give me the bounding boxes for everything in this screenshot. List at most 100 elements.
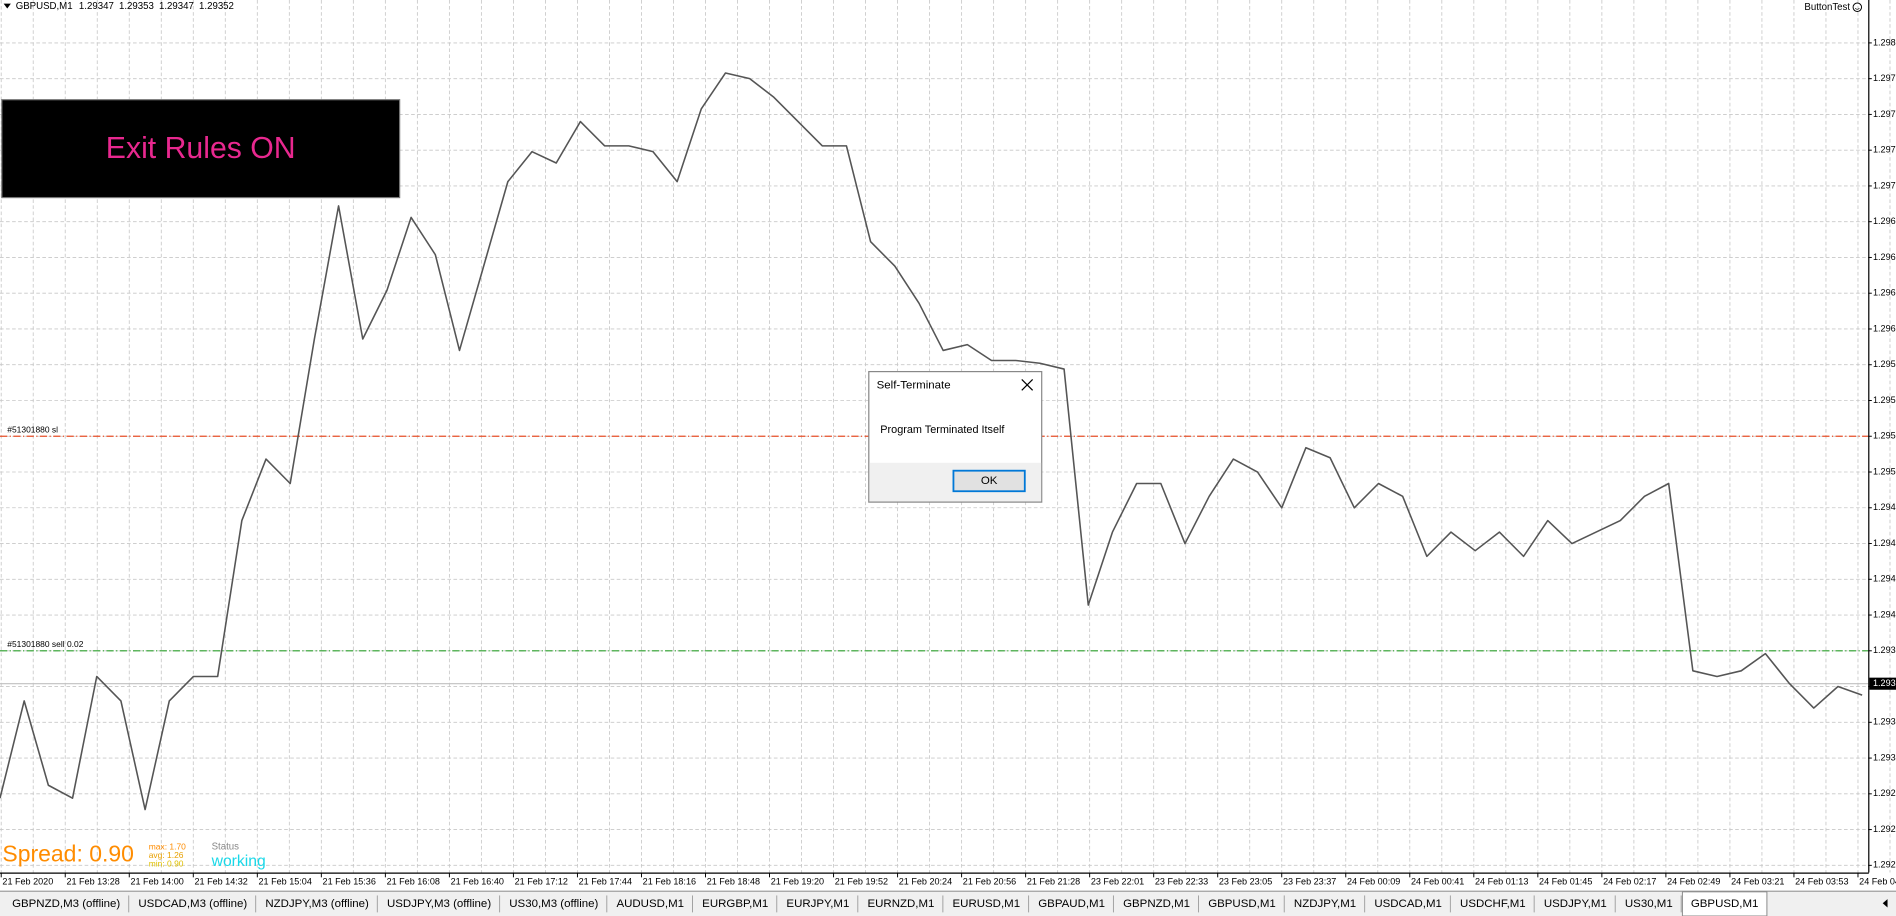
tab-scroll-arrow[interactable]	[1882, 899, 1888, 908]
tab-background[interactable]	[500, 893, 607, 915]
y-tick-label: 1.294	[1873, 502, 1896, 512]
y-tick-label: 1.293	[1873, 645, 1896, 655]
tab[interactable]: AUDUSD,M1	[608, 893, 694, 915]
tab-label[interactable]: USDJPY,M1	[1544, 898, 1607, 910]
y-tick-label: 1.295	[1873, 466, 1896, 476]
tab[interactable]: GBPNZD,M3 (offline)	[3, 893, 130, 915]
tab-background[interactable]	[1681, 891, 1768, 916]
x-tick-label: 24 Feb 01:45	[1539, 877, 1592, 887]
tab-background[interactable]	[693, 893, 777, 915]
tab-label[interactable]: EURGBP,M1	[702, 898, 768, 910]
tab-background[interactable]	[3, 893, 129, 915]
spread-avg: avg: 1.26	[149, 850, 184, 860]
y-tick-label: 1.295	[1873, 359, 1896, 369]
tab[interactable]: US30,M3 (offline)	[500, 893, 608, 915]
tab-label[interactable]: USDJPY,M3 (offline)	[387, 898, 491, 910]
tab[interactable]: EURJPY,M1	[777, 893, 859, 915]
ok-button[interactable]	[952, 469, 1026, 493]
tab-background[interactable]	[1285, 893, 1365, 915]
x-tick-label: 21 Feb 19:20	[771, 877, 824, 887]
tab-label[interactable]: USDCAD,M3 (offline)	[138, 898, 247, 910]
x-tick-label: 21 Feb 15:04	[259, 877, 312, 887]
tab[interactable]: US30,M1	[1616, 893, 1682, 915]
tab[interactable]: NZDJPY,M1	[1285, 893, 1366, 915]
menu-arrow[interactable]	[3, 3, 11, 9]
spread-label: Spread: 0.90	[2, 841, 133, 867]
y-tick-label: 1.298	[1873, 37, 1896, 47]
tab[interactable]: EURGBP,M1	[693, 893, 778, 915]
plot: #51301880 sl #51301880 sell 0.02	[0, 72, 1869, 811]
tab-background[interactable]	[256, 893, 378, 915]
tab-label[interactable]: GBPUSD,M1	[1691, 898, 1759, 910]
tab-background[interactable]	[859, 893, 943, 915]
ok-button-label[interactable]: OK	[981, 475, 998, 487]
symbol: GBPUSD,M1	[16, 1, 73, 12]
x-tick-label: 24 Feb 04	[1859, 877, 1896, 887]
open: 1.29347	[79, 1, 114, 12]
tab[interactable]: USDJPY,M1	[1535, 893, 1616, 915]
x-tick-label: 21 Feb 19:52	[835, 877, 888, 887]
tab-label[interactable]: US30,M3 (offline)	[509, 898, 598, 910]
x-tick-label: 21 Feb 13:28	[66, 877, 119, 887]
spread-max: max: 1.70	[149, 841, 186, 851]
tab-background[interactable]	[1616, 893, 1682, 915]
y-tick-label: 1.297	[1873, 180, 1896, 190]
tab-label[interactable]: GBPNZD,M1	[1123, 898, 1190, 910]
price-line	[0, 72, 1863, 811]
x-tick-label: 21 Feb 18:16	[643, 877, 696, 887]
exit-rules-button[interactable]: Exit Rules ON	[1, 99, 401, 199]
tab-background[interactable]	[608, 893, 693, 915]
tab-label[interactable]: EURNZD,M1	[867, 898, 934, 910]
x-tick-label: 24 Feb 03:53	[1795, 877, 1848, 887]
y-tick-label: 1.292	[1873, 824, 1896, 834]
tab-label[interactable]: GBPNZD,M3 (offline)	[12, 898, 120, 910]
tab-label[interactable]: EURUSD,M1	[953, 898, 1021, 910]
tab-label[interactable]: GBPUSD,M1	[1208, 898, 1276, 910]
tab-background[interactable]	[777, 893, 858, 915]
tab[interactable]: EURUSD,M1	[944, 893, 1030, 915]
tab-background[interactable]	[1535, 893, 1616, 915]
tab[interactable]: NZDJPY,M3 (offline)	[256, 893, 378, 915]
dialog-close[interactable]	[1021, 379, 1034, 391]
bid-label: 1.293	[1873, 678, 1896, 688]
tab-label[interactable]: AUDUSD,M1	[616, 898, 684, 910]
x-tick-label: 24 Feb 02:49	[1667, 877, 1720, 887]
x-tick-label: 21 Feb 16:08	[387, 877, 440, 887]
tab[interactable]: GBPNZD,M1	[1114, 893, 1200, 915]
bid-box	[1869, 677, 1896, 690]
tab[interactable]: USDCHF,M1	[1451, 893, 1535, 915]
tab-background[interactable]	[1114, 893, 1199, 915]
tab-label[interactable]: USDCAD,M1	[1374, 898, 1442, 910]
tab-label[interactable]: USDCHF,M1	[1460, 898, 1526, 910]
tab[interactable]: USDCAD,M1	[1365, 893, 1451, 915]
tab[interactable]: USDJPY,M3 (offline)	[378, 893, 501, 915]
close: 1.29352	[199, 1, 234, 12]
low: 1.29347	[159, 1, 194, 12]
tab[interactable]: GBPUSD,M1	[1199, 893, 1285, 915]
dialog-title: Self-Terminate	[877, 380, 951, 392]
tab-background[interactable]	[1365, 893, 1451, 915]
tab-background[interactable]	[1029, 893, 1114, 915]
axes: 1.298 1.297 1.297 1.297 1.297 1.296 1.296 1.296…	[0, 37, 1896, 887]
tab[interactable]: EURNZD,M1	[859, 893, 944, 915]
x-tick-label: 21 Feb 16:40	[451, 877, 504, 887]
y-tick-label: 1.292	[1873, 860, 1896, 870]
y-tick-label: 1.293	[1873, 717, 1896, 727]
active-tab[interactable]: GBPUSD,M1	[1681, 891, 1768, 916]
tab-background[interactable]	[1199, 893, 1285, 915]
tab-background[interactable]	[944, 893, 1029, 915]
tab-label[interactable]: GBPAUD,M1	[1038, 898, 1105, 910]
tab-label[interactable]: NZDJPY,M1	[1294, 898, 1356, 910]
tab-label[interactable]: NZDJPY,M3 (offline)	[265, 898, 369, 910]
y-tick-label: 1.293	[1873, 752, 1896, 762]
exit-rules-label[interactable]: Exit Rules ON	[106, 132, 296, 165]
tab[interactable]: GBPAUD,M1	[1029, 893, 1114, 915]
tab[interactable]: USDCAD,M3 (offline)	[129, 893, 257, 915]
dialog-message: Program Terminated Itself	[880, 424, 1005, 436]
tab-background[interactable]	[129, 893, 256, 915]
tab-label[interactable]: US30,M1	[1625, 898, 1673, 910]
tab-background[interactable]	[378, 893, 500, 915]
tab-label[interactable]: EURJPY,M1	[786, 898, 849, 910]
tab-background[interactable]	[1451, 893, 1535, 915]
